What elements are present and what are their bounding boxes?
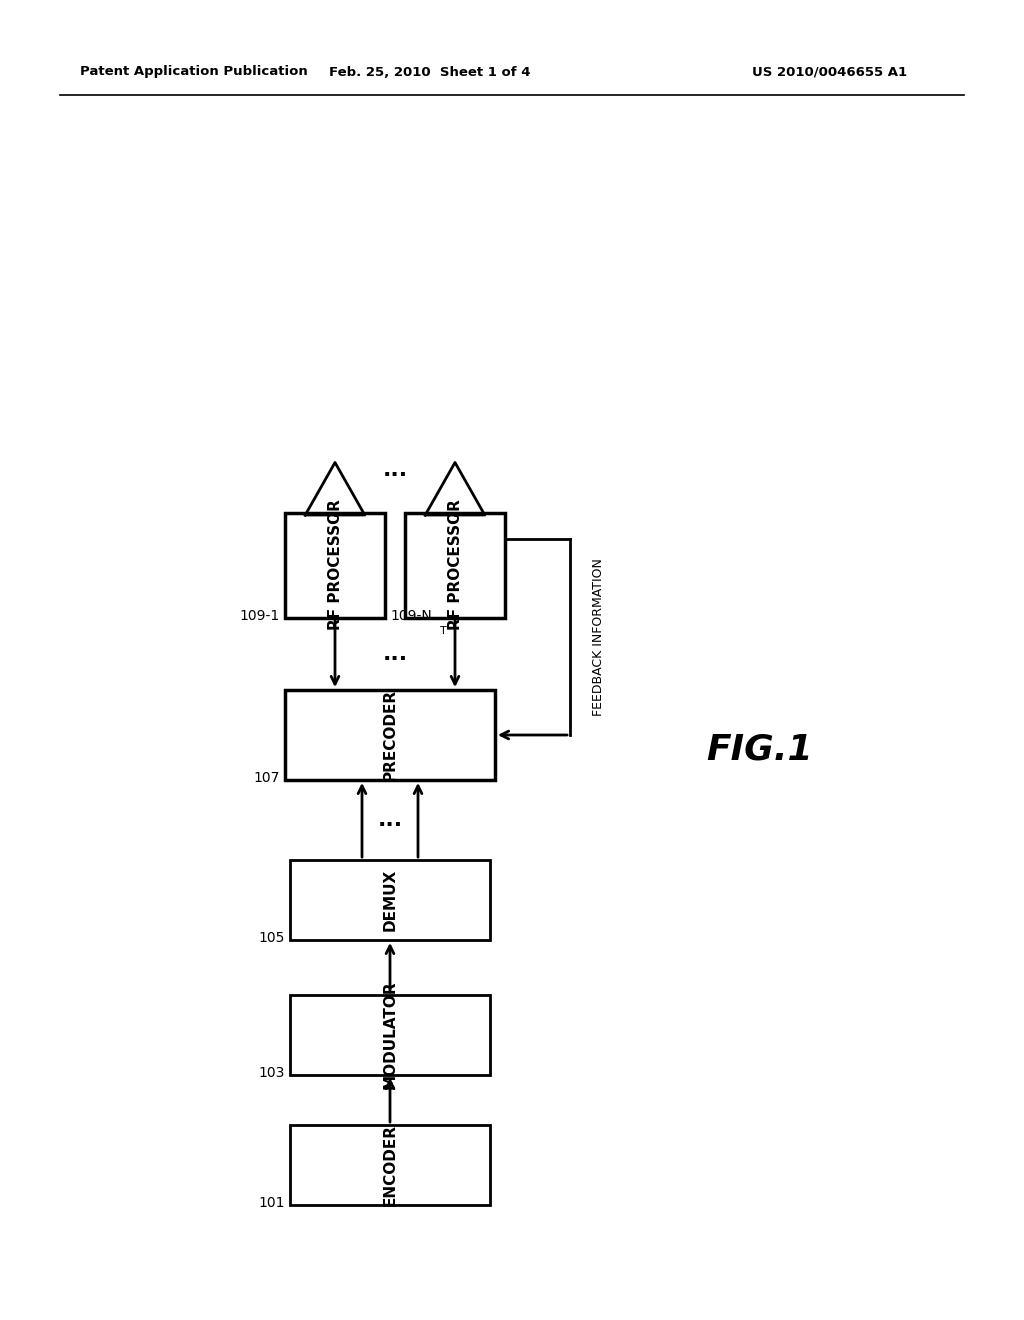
Text: RF PROCESSOR: RF PROCESSOR <box>447 499 463 631</box>
Text: 107: 107 <box>254 771 280 785</box>
Text: DEMUX: DEMUX <box>383 869 397 931</box>
Text: RF PROCESSOR: RF PROCESSOR <box>328 499 342 631</box>
Text: ...: ... <box>382 459 408 480</box>
Text: T: T <box>440 626 446 635</box>
Text: Patent Application Publication: Patent Application Publication <box>80 66 308 78</box>
Text: 103: 103 <box>259 1067 285 1080</box>
Text: MODULATOR: MODULATOR <box>383 981 397 1089</box>
Text: 101: 101 <box>258 1196 285 1210</box>
Text: FEEDBACK INFORMATION: FEEDBACK INFORMATION <box>592 558 605 715</box>
Bar <box>290 995 490 1074</box>
Text: Feb. 25, 2010  Sheet 1 of 4: Feb. 25, 2010 Sheet 1 of 4 <box>330 66 530 78</box>
Bar <box>285 690 495 780</box>
Text: PRECODER: PRECODER <box>383 689 397 781</box>
Text: ...: ... <box>378 810 402 830</box>
Text: 109-N: 109-N <box>390 609 432 623</box>
Bar <box>406 512 505 618</box>
Bar <box>285 512 385 618</box>
Bar <box>290 861 490 940</box>
Text: ...: ... <box>382 644 408 664</box>
Text: ENCODER: ENCODER <box>383 1125 397 1206</box>
Bar <box>290 1125 490 1205</box>
Text: 105: 105 <box>259 931 285 945</box>
Text: FIG.1: FIG.1 <box>707 733 813 767</box>
Text: 109-1: 109-1 <box>240 609 280 623</box>
Text: US 2010/0046655 A1: US 2010/0046655 A1 <box>753 66 907 78</box>
